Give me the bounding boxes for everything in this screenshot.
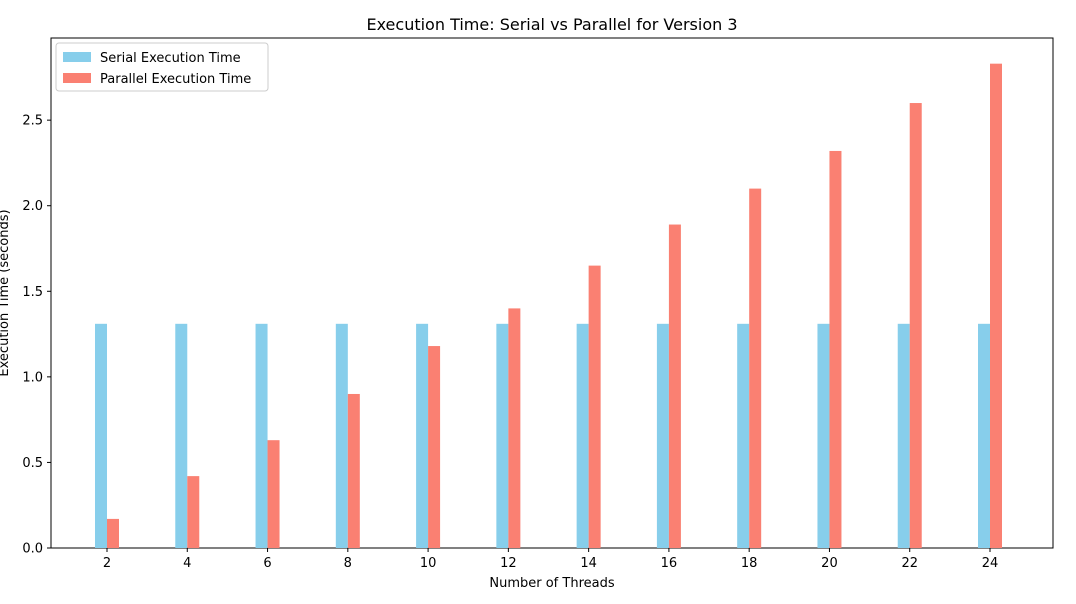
- y-tick-label: 1.5: [22, 285, 43, 300]
- x-axis-label: Number of Threads: [489, 576, 614, 591]
- bar-serial-18: [737, 323, 750, 548]
- legend-box: [55, 42, 269, 92]
- bar-serial-8: [335, 323, 348, 548]
- bar-serial-2: [95, 323, 107, 548]
- x-tick-label: 8: [344, 556, 352, 571]
- bar-parallel-14: [588, 265, 601, 548]
- plot-frame: [50, 37, 1054, 549]
- x-tick-label: 10: [420, 556, 437, 571]
- y-tick-label: 2.0: [22, 199, 43, 214]
- bar-parallel-20: [829, 150, 842, 549]
- bar-serial-20: [817, 323, 830, 548]
- bar-parallel-16: [668, 224, 681, 548]
- y-axis-ticks: 0.0 0.5 1.0 1.5 2.0 2.5: [22, 114, 51, 557]
- x-tick-label: 4: [183, 556, 191, 571]
- bar-serial-12: [496, 323, 509, 548]
- x-tick-label: 14: [580, 556, 597, 571]
- bar-parallel-2: [107, 518, 119, 548]
- bar-serial-24: [978, 323, 990, 548]
- bar-serial-10: [416, 323, 429, 548]
- x-tick-label: 16: [661, 556, 678, 571]
- legend-swatch-parallel: [63, 73, 91, 83]
- y-tick-label: 2.5: [22, 114, 43, 129]
- legend: Serial Execution Time Parallel Execution…: [55, 42, 269, 92]
- bar-serial-6: [255, 323, 268, 548]
- y-tick-label: 1.0: [22, 370, 43, 385]
- x-tick-label: 18: [741, 556, 758, 571]
- x-tick-label: 22: [901, 556, 918, 571]
- legend-label-parallel: Parallel Execution Time: [100, 72, 251, 87]
- x-tick-label: 2: [103, 556, 111, 571]
- x-tick-label: 24: [982, 556, 999, 571]
- bar-parallel-22: [909, 103, 922, 548]
- bar-serial-4: [175, 323, 188, 548]
- chart-title: Execution Time: Serial vs Parallel for V…: [366, 15, 737, 34]
- bar-parallel-12: [508, 308, 521, 548]
- x-axis-ticks: 2 4 6 8 10 12 14 16 18 20 22 24: [103, 548, 998, 571]
- legend-label-serial: Serial Execution Time: [100, 51, 241, 66]
- bar-serial-22: [897, 323, 910, 548]
- x-tick-label: 6: [263, 556, 271, 571]
- x-tick-label: 12: [500, 556, 517, 571]
- bar-parallel-24: [990, 63, 1002, 548]
- bar-serial-16: [656, 323, 669, 548]
- y-tick-label: 0.0: [22, 542, 43, 557]
- bar-parallel-18: [749, 188, 762, 548]
- bar-parallel-6: [267, 440, 280, 548]
- bar-serial-14: [576, 323, 589, 548]
- bar-parallel-8: [347, 393, 360, 548]
- legend-swatch-serial: [63, 52, 91, 62]
- bar-parallel-4: [187, 476, 200, 548]
- x-tick-label: 20: [821, 556, 838, 571]
- y-tick-label: 0.5: [22, 456, 43, 471]
- bars-group: [95, 63, 1002, 549]
- y-axis-label: Execution Time (seconds): [0, 209, 12, 376]
- bar-parallel-10: [428, 346, 441, 548]
